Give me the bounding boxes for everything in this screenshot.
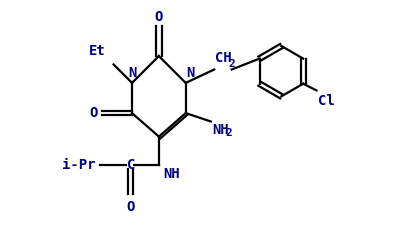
Text: Et: Et (88, 44, 105, 58)
Text: 2: 2 (225, 128, 232, 138)
Text: 2: 2 (228, 59, 235, 69)
Text: NH: NH (212, 123, 229, 137)
Text: N: N (187, 66, 195, 80)
Text: O: O (155, 10, 163, 25)
Text: i-Pr: i-Pr (62, 158, 95, 172)
Text: CH: CH (215, 52, 232, 65)
Text: O: O (126, 200, 134, 214)
Text: NH: NH (163, 167, 180, 181)
Text: O: O (89, 106, 98, 120)
Text: C: C (127, 158, 135, 172)
Text: Cl: Cl (318, 94, 335, 108)
Text: N: N (128, 66, 136, 80)
